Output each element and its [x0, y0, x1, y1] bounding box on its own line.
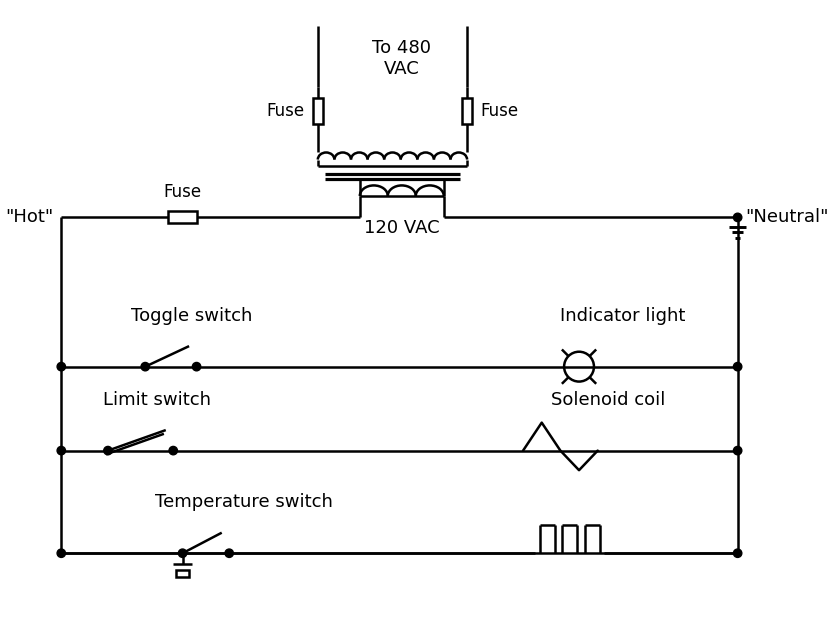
- Circle shape: [57, 447, 66, 455]
- Text: To 480
VAC: To 480 VAC: [372, 40, 431, 78]
- Circle shape: [733, 447, 741, 455]
- Text: 120 VAC: 120 VAC: [364, 220, 440, 237]
- Circle shape: [733, 213, 741, 221]
- Text: Temperature switch: Temperature switch: [154, 493, 333, 511]
- Text: Solenoid coil: Solenoid coil: [551, 390, 666, 408]
- Circle shape: [57, 362, 66, 371]
- Circle shape: [225, 549, 234, 557]
- Circle shape: [733, 549, 741, 557]
- Circle shape: [733, 362, 741, 371]
- Text: Indicator light: Indicator light: [560, 307, 686, 324]
- Text: Fuse: Fuse: [480, 102, 518, 120]
- Circle shape: [193, 362, 201, 371]
- Bar: [176, 570, 189, 577]
- Text: Limit switch: Limit switch: [103, 390, 211, 408]
- Text: "Neutral": "Neutral": [745, 209, 829, 227]
- Circle shape: [57, 549, 66, 557]
- Circle shape: [178, 549, 187, 557]
- Circle shape: [141, 362, 149, 371]
- Text: Toggle switch: Toggle switch: [131, 307, 253, 324]
- Bar: [462, 98, 472, 124]
- Bar: [313, 98, 323, 124]
- Circle shape: [103, 447, 112, 455]
- Circle shape: [169, 447, 178, 455]
- Text: Fuse: Fuse: [163, 182, 202, 200]
- Bar: [168, 211, 198, 223]
- Text: Fuse: Fuse: [267, 102, 304, 120]
- Text: "Hot": "Hot": [6, 209, 54, 227]
